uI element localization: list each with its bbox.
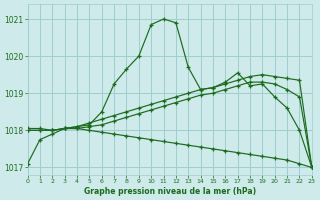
X-axis label: Graphe pression niveau de la mer (hPa): Graphe pression niveau de la mer (hPa) (84, 187, 256, 196)
